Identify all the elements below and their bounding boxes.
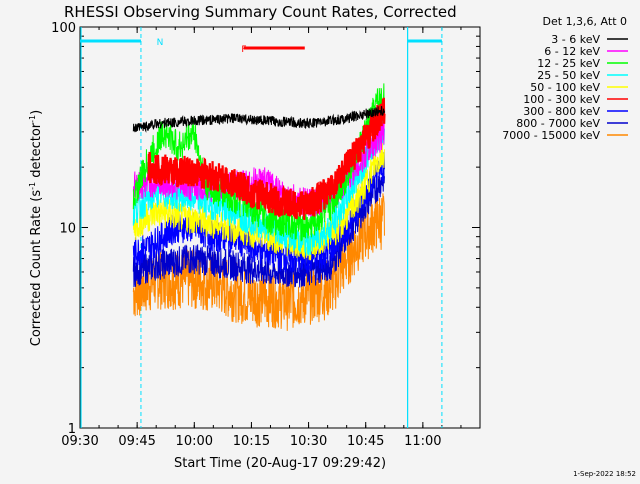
y-axis-label-sup1: -1 xyxy=(28,182,37,190)
y-tick-label-0: 1 xyxy=(68,422,76,437)
series-line-8 xyxy=(132,193,385,331)
series-line-3 xyxy=(132,119,385,256)
y-axis-label-main: Corrected Count Rate (s xyxy=(29,190,44,347)
y-tick-label-2: 100 xyxy=(51,21,76,36)
y-axis-label-end: ) xyxy=(29,110,44,115)
legend-label-5: 100 - 300 keV xyxy=(523,93,600,106)
chart-title: RHESSI Observing Summary Count Rates, Co… xyxy=(64,3,457,21)
series-line-5 xyxy=(147,97,386,221)
x-tick-label-3: 10:15 xyxy=(233,434,270,449)
x-tick-label-5: 10:45 xyxy=(347,434,384,449)
x-tick-label-1: 09:45 xyxy=(118,434,155,449)
legend-label-2: 12 - 25 keV xyxy=(537,57,600,70)
legend-label-7: 800 - 7000 keV xyxy=(516,117,600,130)
y-axis-label: Corrected Count Rate (s-1 detector-1) xyxy=(28,110,44,346)
timestamp: 1-Sep-2022 18:52 xyxy=(573,470,636,478)
series-line-2 xyxy=(132,83,385,242)
y-axis-label-mid: detector xyxy=(29,122,44,182)
x-tick-label-4: 10:30 xyxy=(290,434,327,449)
series-line-0 xyxy=(132,105,385,133)
night-label: N xyxy=(157,38,164,48)
y-tick-label-1: 10 xyxy=(59,222,76,237)
legend-label-8: 7000 - 15000 keV xyxy=(502,129,600,142)
series-line-4 xyxy=(132,142,385,261)
legend-label-3: 25 - 50 keV xyxy=(537,69,600,82)
legend-label-0: 3 - 6 keV xyxy=(551,33,600,46)
x-tick-label-6: 11:00 xyxy=(404,434,441,449)
x-tick-label-0: 09:30 xyxy=(61,434,98,449)
legend-label-1: 6 - 12 keV xyxy=(544,45,600,58)
legend-label-4: 50 - 100 keV xyxy=(530,81,600,94)
y-axis-label-sup2: -1 xyxy=(28,115,37,123)
flare-label: F xyxy=(241,45,246,55)
x-tick-label-2: 10:00 xyxy=(176,434,213,449)
legend-header: Det 1,3,6, Att 0 xyxy=(543,15,627,28)
x-axis-label: Start Time (20-Aug-17 09:29:42) xyxy=(174,456,386,471)
legend-label-6: 300 - 800 keV xyxy=(523,105,600,118)
